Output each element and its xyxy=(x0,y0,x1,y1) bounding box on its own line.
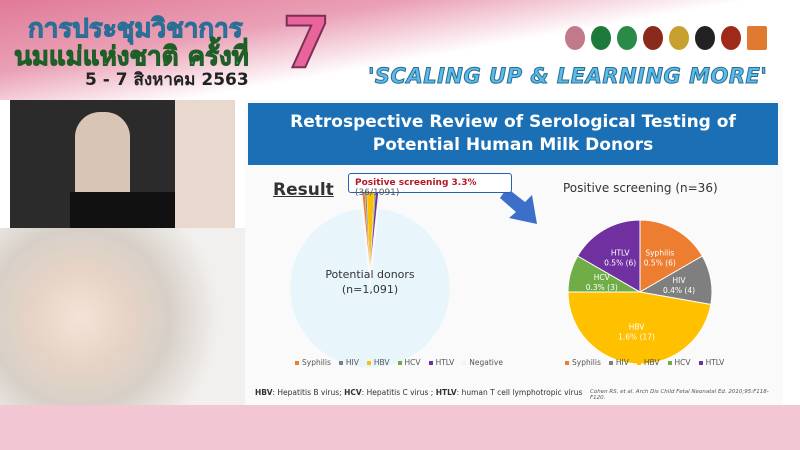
legend-item-hbv: HBV xyxy=(636,358,660,367)
banner-number: 7 xyxy=(281,1,332,85)
logo-icon xyxy=(747,26,767,50)
slice-label: HTLV xyxy=(611,249,631,258)
pie-slice-hbv xyxy=(567,291,712,365)
logo-icon xyxy=(591,26,611,50)
legend-item-negative: Negative xyxy=(462,358,503,367)
logo-icon xyxy=(669,26,689,50)
legend-swatch-icon xyxy=(565,361,569,365)
logo-icon xyxy=(695,26,715,50)
logo-icon xyxy=(643,26,663,50)
conference-banner: การประชุมวิชาการ นมแม่แห่งชาติ ครั้งที่ … xyxy=(0,0,800,100)
logo-icon xyxy=(565,26,585,50)
fn-htlv-abbr: HTLV xyxy=(435,388,457,397)
slice-label: Syphilis xyxy=(645,249,674,258)
banner-dates: 5 - 7 สิงหาคม 2563 xyxy=(85,70,249,90)
legend-swatch-icon xyxy=(295,361,299,365)
arrow-icon xyxy=(500,188,537,224)
legend-swatch-icon xyxy=(428,361,433,365)
legend-item-htlv: HTLV xyxy=(428,358,454,367)
fn-hbv-abbr: HBV xyxy=(255,388,273,397)
legend-swatch-icon xyxy=(667,361,672,365)
pie-slice-syphilis xyxy=(639,219,704,293)
legend-item-syphilis: Syphilis xyxy=(295,358,331,367)
right-chart-title: Positive screening (n=36) xyxy=(563,181,718,195)
legend-item-syphilis: Syphilis xyxy=(565,358,601,367)
fn-hcv-abbr: HCV xyxy=(344,388,362,397)
speaker-video xyxy=(10,100,235,228)
slice-value: 0.5% (6) xyxy=(604,259,636,268)
slice-value: 0.4% (4) xyxy=(663,286,695,295)
pie-slice-htlv xyxy=(576,219,641,293)
fn-hcv: : Hepatitis C virus ; xyxy=(361,388,436,397)
slice-value: 0.5% (6) xyxy=(644,259,676,268)
slice-label: HIV xyxy=(673,276,687,285)
logo-icon xyxy=(617,26,637,50)
slide-title-line2: Potential Human Milk Donors xyxy=(372,135,654,155)
legend-swatch-icon xyxy=(608,361,613,365)
callout-bold: Positive screening 3.3% xyxy=(355,178,477,188)
sponsor-logos xyxy=(565,26,767,50)
left-center-line2: (n=1,091) xyxy=(342,283,398,296)
legend-swatch-icon xyxy=(397,361,402,365)
legend-item-hcv: HCV xyxy=(397,358,421,367)
legend-swatch-icon xyxy=(338,361,343,365)
slice-label: HBV xyxy=(629,322,646,331)
legend-swatch-icon xyxy=(698,361,703,365)
pie-slice-negative xyxy=(289,208,451,369)
footnote: HBV: Hepatitis B virus; HCV: Hepatitis C… xyxy=(255,388,582,397)
presentation-slide: Retrospective Review of Serological Test… xyxy=(245,100,783,405)
result-heading: Result xyxy=(273,180,334,200)
legend-item-htlv: HTLV xyxy=(698,358,724,367)
fn-htlv: : human T cell lymphotropic virus xyxy=(456,388,583,397)
fn-hbv: : Hepatitis B virus; xyxy=(272,388,345,397)
logo-icon xyxy=(721,26,741,50)
bottom-strip xyxy=(0,405,800,450)
citation: Cohen RS, et al. Arch Dis Child Fetal Ne… xyxy=(590,389,769,401)
right-legend: Syphilis HIV HBV HCV HTLV xyxy=(565,358,724,367)
background-child-photo xyxy=(0,228,245,405)
legend-item-hbv: HBV xyxy=(366,358,390,367)
banner-title-line1: การประชุมวิชาการ xyxy=(28,14,244,45)
slice-value: 0.3% (3) xyxy=(586,283,618,292)
callout-count: (36/1091) xyxy=(355,188,400,198)
legend-item-hiv: HIV xyxy=(608,358,629,367)
banner-slogan: 'SCALING UP & LEARNING MORE' xyxy=(367,64,768,89)
banner-title-line2: นมแม่แห่งชาติ ครั้งที่ xyxy=(14,42,250,73)
legend-swatch-icon xyxy=(366,361,371,365)
legend-swatch-icon xyxy=(462,361,467,365)
left-legend: Syphilis HIV HBV HCV HTLV Negative xyxy=(295,358,503,367)
legend-swatch-icon xyxy=(636,361,641,365)
legend-item-hcv: HCV xyxy=(667,358,691,367)
slide-title: Retrospective Review of Serological Test… xyxy=(248,103,778,165)
slice-value: 1.6% (17) xyxy=(618,332,655,341)
background-face xyxy=(175,100,235,228)
podium xyxy=(70,192,185,228)
slide-title-line1: Retrospective Review of Serological Test… xyxy=(290,112,736,132)
legend-item-hiv: HIV xyxy=(338,358,359,367)
slice-label: HCV xyxy=(594,273,611,282)
left-center-line1: Potential donors xyxy=(325,268,415,281)
positive-callout: Positive screening 3.3% (36/1091) xyxy=(348,173,512,198)
